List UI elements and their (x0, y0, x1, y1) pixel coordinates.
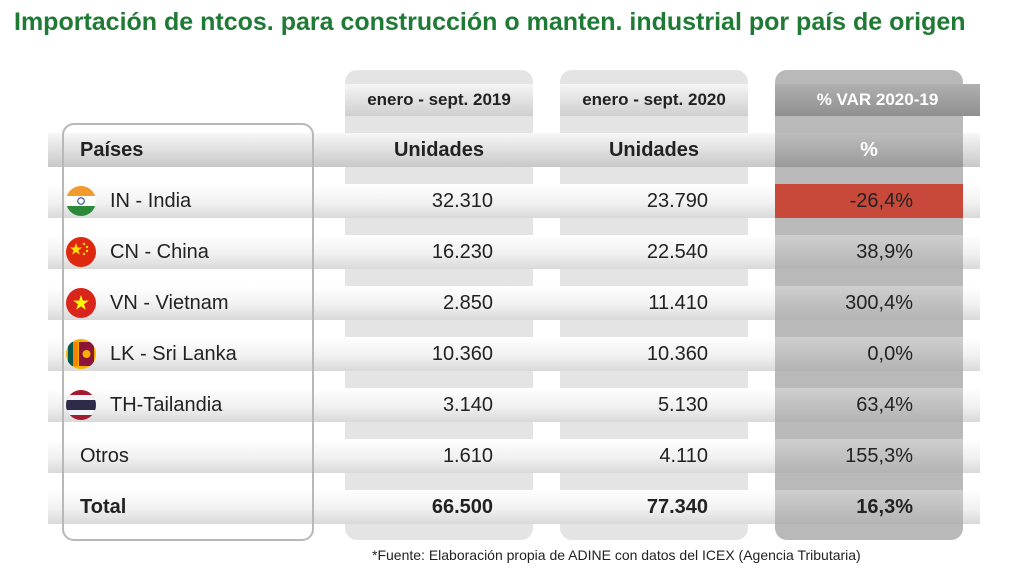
var-cell-bg (775, 235, 963, 269)
units-2020-value: 22.540 (646, 241, 708, 263)
page-title: Importación de ntcos. para construcción … (14, 8, 966, 36)
var-value: 16,3% (775, 490, 963, 524)
units-2019-value: 16.230 (431, 241, 493, 263)
var-value-text: 16,3% (856, 496, 913, 518)
header-countries: Países (80, 139, 144, 161)
sri-lanka-flag-icon (66, 339, 96, 369)
table-row: VN - Vietnam 2.850 11.410 300,4% (48, 286, 980, 320)
var-value-text: 155,3% (845, 445, 913, 467)
var-value-text: 0,0% (867, 343, 913, 365)
table-row: CN - China 16.230 22.540 38,9% (48, 235, 980, 269)
var-value-text: 300,4% (845, 292, 913, 314)
period-2019: enero - sept. 2019 (345, 84, 533, 116)
table-row: Otros 1.610 4.110 155,3% (48, 439, 980, 473)
country-label: Otros (80, 445, 129, 467)
var-value-text: 38,9% (856, 241, 913, 263)
var-cell-bg (775, 388, 963, 422)
var-value-text: -26,4% (849, 190, 913, 212)
units-2019-value: 66.500 (431, 496, 493, 518)
country-label: VN - Vietnam (110, 292, 229, 314)
units-2019-value: 2.850 (442, 292, 493, 314)
units-2020-value: 4.110 (659, 445, 708, 467)
india-flag-icon (66, 186, 96, 216)
china-flag-icon (66, 237, 96, 267)
vietnam-flag-icon (66, 288, 96, 318)
country-label: TH-Tailandia (110, 394, 223, 416)
var-cell-bg (775, 133, 963, 167)
var-cell-bg (775, 337, 963, 371)
var-cell-bg (775, 286, 963, 320)
units-2020-value: 77.340 (646, 496, 708, 518)
period-2020: enero - sept. 2020 (560, 84, 748, 116)
units-2019-value: 10.360 (431, 343, 493, 365)
source-note: *Fuente: Elaboración propia de ADINE con… (372, 547, 861, 563)
total-row: Total 66.500 77.340 16,3% (48, 490, 980, 524)
units-2020-value: 23.790 (646, 190, 708, 212)
table-header-row: Países Unidades Unidades % (48, 133, 980, 167)
country-label: CN - China (110, 241, 209, 263)
country-label: LK - Sri Lanka (110, 343, 237, 365)
table-row: TH-Tailandia 3.140 5.130 63,4% (48, 388, 980, 422)
var-value: 300,4% (775, 286, 963, 320)
countries-column-frame (62, 123, 314, 541)
table-row: LK - Sri Lanka 10.360 10.360 0,0% (48, 337, 980, 371)
var-value: 0,0% (775, 337, 963, 371)
var-cell-bg (775, 490, 963, 524)
country-label: IN - India (110, 190, 192, 212)
var-value-text: 63,4% (856, 394, 913, 416)
units-2019-value: 32.310 (431, 190, 493, 212)
header-units-2019: Unidades (393, 139, 485, 161)
header-units-2020: Unidades (608, 139, 700, 161)
table-row: IN - India 32.310 23.790 -26,4% (48, 184, 980, 218)
header-var: % (860, 139, 878, 161)
units-2019-value: 3.140 (442, 394, 493, 416)
var-value: 38,9% (775, 235, 963, 269)
var-value: -26,4% (775, 184, 963, 218)
country-label: Total (80, 496, 127, 518)
period-var: % VAR 2020-19 (775, 84, 980, 116)
units-2019-value: 1.610 (442, 445, 493, 467)
thailand-flag-icon (66, 390, 96, 420)
var-value: 155,3% (775, 439, 963, 473)
var-cell-bg (775, 439, 963, 473)
units-2020-value: 11.410 (648, 292, 708, 314)
var-value: 63,4% (775, 388, 963, 422)
units-2020-value: 10.360 (646, 343, 708, 365)
units-2020-value: 5.130 (657, 394, 708, 416)
